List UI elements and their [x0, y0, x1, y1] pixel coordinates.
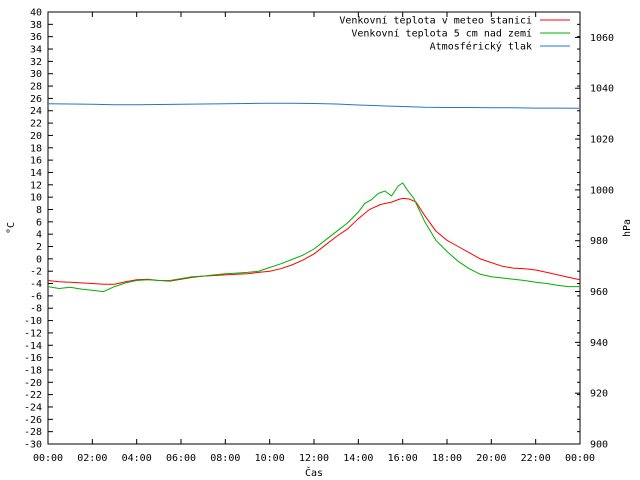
x-tick-label: 20:00 [476, 453, 506, 464]
y-right-axis-label: hPa [622, 219, 633, 237]
y-tick-label: 32 [30, 57, 42, 68]
y-tick-label: 10 [30, 193, 42, 204]
series-layer [47, 102, 581, 293]
x-tick-label: 12:00 [299, 453, 329, 464]
y-right-tick-label: 1000 [590, 185, 614, 196]
y-tick-label: 24 [30, 106, 42, 117]
y-tick-label: 22 [30, 119, 42, 130]
y-tick-label: 6 [36, 217, 42, 228]
y-tick-label: 40 [30, 8, 42, 19]
series-line-1 [47, 197, 581, 285]
y-right-tick-label: 940 [590, 338, 608, 349]
x-tick-label: 14:00 [343, 453, 373, 464]
y-axis-label: °C [6, 222, 17, 234]
y-tick-label: 16 [30, 156, 42, 167]
legend-label-2: Venkovní teplota 5 cm nad zemí [351, 28, 532, 40]
y-tick-label: -24 [24, 402, 42, 413]
y-tick-label: -8 [30, 304, 42, 315]
x-tick-label: 08:00 [210, 453, 240, 464]
x-tick-label: 00:00 [33, 453, 63, 464]
y-right-tick-label: 1040 [590, 84, 614, 95]
legend-label-1: Venkovní teplota v meteo stanici [339, 15, 532, 27]
x-tick-label: 06:00 [166, 453, 196, 464]
x-tick-label: 00:00 [565, 453, 595, 464]
x-tick-label: 18:00 [432, 453, 462, 464]
x-tick-label: 10:00 [255, 453, 285, 464]
y-tick-label: -14 [24, 341, 42, 352]
y-tick-label: 2 [36, 242, 42, 253]
y-right-tick-label: 900 [590, 440, 608, 451]
y-tick-label: 28 [30, 82, 42, 93]
y-tick-label: 36 [30, 32, 42, 43]
series-line-2 [47, 182, 580, 293]
y-tick-label: -12 [24, 328, 42, 339]
y-tick-label: 0 [36, 254, 42, 265]
y-tick-label: 38 [30, 20, 42, 31]
x-tick-label: 22:00 [521, 453, 551, 464]
y-tick-label: 12 [30, 180, 42, 191]
y-tick-label: -28 [24, 427, 42, 438]
y-tick-label: 4 [36, 230, 42, 241]
y-right-tick-label: 1020 [590, 135, 614, 146]
ticks: -30-28-26-24-22-20-18-16-14-12-10-8-6-4-… [24, 8, 614, 465]
y-tick-label: -16 [24, 353, 42, 364]
y-right-tick-label: 960 [590, 287, 608, 298]
y-tick-label: 14 [30, 168, 42, 179]
y-tick-label: 18 [30, 143, 42, 154]
y-tick-label: 20 [30, 131, 42, 142]
y-tick-label: -18 [24, 365, 42, 376]
y-tick-label: -2 [30, 267, 42, 278]
y-tick-label: 8 [36, 205, 42, 216]
y-right-tick-label: 920 [590, 389, 608, 400]
x-tick-label: 04:00 [122, 453, 152, 464]
y-tick-label: -10 [24, 316, 42, 327]
y-tick-label: -4 [30, 279, 42, 290]
x-tick-label: 02:00 [77, 453, 107, 464]
y-right-tick-label: 980 [590, 236, 608, 247]
x-tick-label: 16:00 [388, 453, 418, 464]
y-tick-label: -26 [24, 415, 42, 426]
y-tick-label: 26 [30, 94, 42, 105]
y-right-tick-label: 1060 [590, 33, 614, 44]
y-tick-label: -6 [30, 291, 42, 302]
series-line-3 [47, 102, 581, 109]
y-tick-label: 34 [30, 45, 42, 56]
y-tick-label: -22 [24, 390, 42, 401]
x-axis-label: Čas [305, 466, 323, 479]
y-tick-label: 30 [30, 69, 42, 80]
legend: Venkovní teplota v meteo staniciVenkovní… [339, 15, 570, 53]
plot-frame [47, 11, 581, 445]
y-tick-label: -20 [24, 378, 42, 389]
legend-label-3: Atmosférický tlak [430, 41, 532, 53]
y-tick-label: -30 [24, 440, 42, 451]
